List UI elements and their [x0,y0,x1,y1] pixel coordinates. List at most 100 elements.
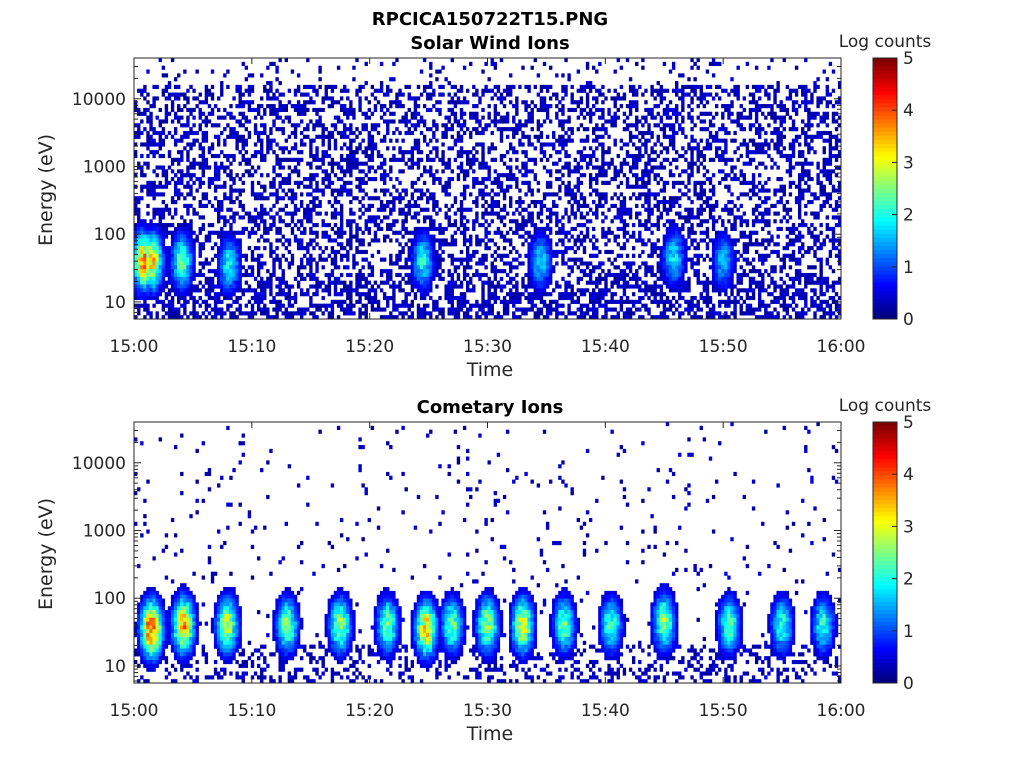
heatmap-cell [201,157,205,162]
heatmap-cell [379,207,384,212]
heatmap-cell [533,161,537,166]
heatmap-cell [582,173,587,178]
heatmap-cell [613,96,617,101]
heatmap-cell [386,84,390,90]
heatmap-cell [567,272,571,278]
heatmap-cell [607,207,611,212]
heatmap-cell [198,272,202,278]
heatmap-cell [241,123,245,128]
heatmap-cell [321,234,325,239]
heatmap-cell [321,161,325,166]
heatmap-cell [367,215,371,220]
heatmap-cell [576,188,581,193]
heatmap-cell [530,100,534,105]
heatmap-cell [146,288,150,293]
heatmap-cell [180,261,184,266]
heatmap-cell [582,223,587,228]
heatmap-cell [278,215,282,220]
heatmap-cell [232,261,236,266]
heatmap-cell [364,150,368,155]
heatmap-cell [595,88,599,93]
heatmap-cell [167,257,172,262]
heatmap-cell [349,226,353,232]
heatmap-cell [453,138,458,143]
heatmap-cell [512,134,516,139]
heatmap-cell [465,157,470,162]
heatmap-cell [429,150,433,155]
heatmap-cell [306,127,310,132]
heatmap-cell [189,288,193,293]
heatmap-cell [502,223,507,228]
heatmap-cell [561,146,565,151]
heatmap-cell [579,223,584,228]
heatmap-cell [564,119,568,124]
heatmap-cell [509,276,513,281]
heatmap-cell [318,123,322,128]
heatmap-cell [201,261,205,266]
heatmap-cell [631,303,636,308]
heatmap-cell [232,265,236,270]
heatmap-cell [266,134,270,139]
heatmap-cell [512,299,516,304]
heatmap-cell [312,238,316,243]
heatmap-cell [299,242,304,247]
heatmap-cell [256,215,261,220]
heatmap-cell [229,200,233,205]
heatmap-cell [238,88,242,93]
heatmap-cell [465,226,470,232]
heatmap-cell [336,119,341,124]
heatmap-cell [312,123,316,128]
heatmap-cell [250,288,255,293]
heatmap-cell [386,127,390,132]
heatmap-cell [149,272,153,278]
heatmap-cell [315,184,319,189]
heatmap-cell [346,307,350,312]
heatmap-cell [435,284,439,289]
heatmap-cell [349,100,353,105]
heatmap-cell [146,192,150,197]
heatmap-cell [204,288,209,293]
heatmap-cell [389,157,393,162]
heatmap-cell [379,107,384,113]
heatmap-cell [173,211,178,216]
heatmap-cell [164,272,169,278]
heatmap-cell [502,299,507,304]
heatmap-cell [275,115,279,120]
heatmap-cell [392,307,396,312]
heatmap-cell [450,280,454,285]
heatmap-cell [462,272,467,278]
heatmap-cell [235,230,239,235]
heatmap-cell [183,288,187,293]
heatmap-cell [570,295,574,301]
heatmap-cell [370,253,375,258]
heatmap-cell [429,234,433,239]
heatmap-cell [555,150,559,155]
heatmap-cell [530,299,534,304]
heatmap-cell [635,146,639,151]
heatmap-cell [164,111,169,116]
heatmap-cell [229,303,233,308]
heatmap-cell [152,303,156,308]
heatmap-cell [459,107,464,113]
heatmap-cell [536,292,541,297]
heatmap-cell [213,161,218,166]
heatmap-cell [453,257,458,262]
heatmap-cell [625,299,630,304]
heatmap-cell [149,315,153,320]
heatmap-cell [598,303,602,308]
heatmap-cell [370,111,375,116]
heatmap-cell [567,169,571,174]
heatmap-cell [266,150,270,155]
heatmap-cell [198,107,202,113]
heatmap-cell [349,192,353,197]
heatmap-cell [432,246,436,251]
heatmap-cell [349,311,353,316]
heatmap-cell [241,265,245,270]
heatmap-cell [426,226,430,232]
heatmap-cell [389,253,393,258]
heatmap-cell [315,150,319,155]
heatmap-cell [475,130,479,136]
heatmap-cell [558,176,562,182]
heatmap-cell [229,188,233,193]
heatmap-cell [192,265,196,270]
